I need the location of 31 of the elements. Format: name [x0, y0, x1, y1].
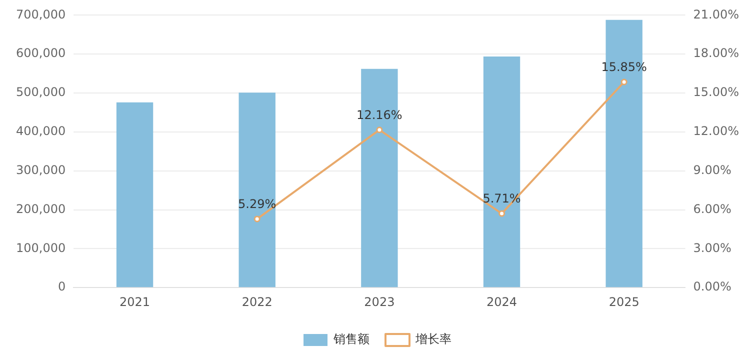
data-label: 5.29%: [238, 197, 276, 212]
x-tick-label: 2021: [120, 294, 150, 309]
legend-label: 增长率: [414, 332, 452, 346]
bar: [483, 56, 520, 288]
point: [620, 78, 628, 86]
y2-tick-label: 21.00%: [693, 7, 740, 22]
y-tick-label: 200,000: [16, 202, 66, 216]
point: [376, 126, 383, 134]
x-tick-label: 2023: [364, 294, 395, 309]
y-tick-label: 500,000: [16, 85, 66, 100]
bar: [116, 102, 154, 288]
y2-tick-label: 15.00%: [693, 85, 740, 100]
y2-tick-label: 9.00%: [693, 162, 732, 177]
y-tick-label: 300,000: [16, 162, 66, 177]
y2-tick-label: 0.00%: [693, 280, 732, 294]
bar: [238, 92, 276, 288]
y-tick-label: 600,000: [16, 46, 66, 60]
y2-tick-label: 18.00%: [693, 46, 740, 60]
legend-label: 销售额: [332, 332, 370, 346]
y-tick-label: 700,000: [16, 7, 66, 22]
y2-tick-label: 3.00%: [693, 240, 732, 255]
y-tick-label: 100,000: [16, 240, 66, 255]
y-tick-label: 400,000: [16, 124, 66, 138]
y2-tick-label: 12.00%: [693, 124, 740, 138]
x-tick-label: 2024: [486, 294, 518, 309]
point: [498, 210, 506, 217]
x-tick-label: 2022: [242, 294, 272, 309]
x-tick-label: 2025: [608, 294, 640, 309]
y-tick-label: 0: [58, 280, 66, 294]
y2-tick-label: 6.00%: [693, 202, 732, 216]
point: [254, 216, 260, 222]
